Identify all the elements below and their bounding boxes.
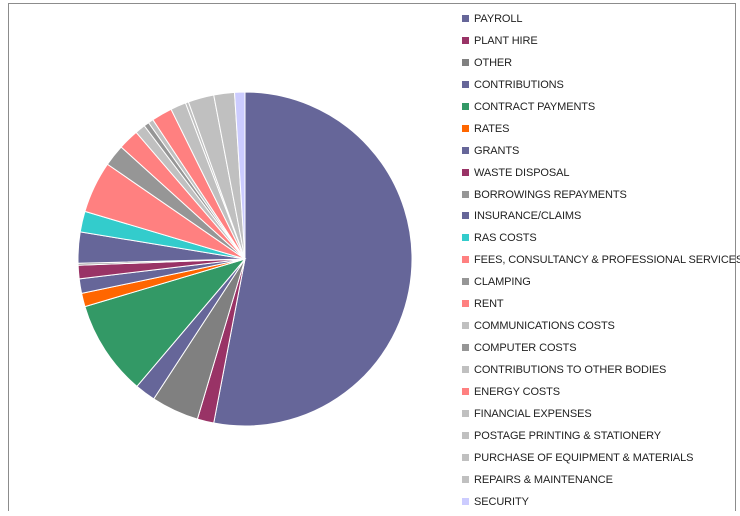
legend-swatch bbox=[462, 387, 469, 395]
legend-swatch bbox=[462, 212, 469, 220]
legend-swatch bbox=[462, 278, 469, 286]
legend-item-waste-disposal: WASTE DISPOSAL bbox=[462, 165, 737, 187]
legend-swatch bbox=[462, 431, 469, 439]
legend-swatch bbox=[462, 453, 469, 461]
legend-swatch bbox=[462, 80, 469, 88]
legend-label: CONTRACT PAYMENTS bbox=[474, 100, 596, 113]
legend-label: PURCHASE OF EQUIPMENT & MATERIALS bbox=[474, 451, 694, 464]
legend-item-repairs-maintenance: REPAIRS & MAINTENANCE bbox=[462, 472, 737, 494]
legend-item-clamping: CLAMPING bbox=[462, 274, 737, 296]
legend-label: CONTRIBUTIONS bbox=[474, 78, 564, 91]
legend-item-communications-costs: COMMUNICATIONS COSTS bbox=[462, 318, 737, 340]
legend-label: COMPUTER COSTS bbox=[474, 342, 577, 355]
legend-item-security: SECURITY bbox=[462, 494, 737, 516]
legend-item-contributions: CONTRIBUTIONS bbox=[462, 77, 737, 99]
legend-item-contract-payments: CONTRACT PAYMENTS bbox=[462, 99, 737, 121]
legend-swatch bbox=[462, 300, 469, 308]
legend-label: FINANCIAL EXPENSES bbox=[474, 407, 592, 420]
pie-slice-contract-payments bbox=[84, 258, 247, 388]
legend-swatch bbox=[462, 409, 469, 417]
legend-label: BORROWINGS REPAYMENTS bbox=[474, 188, 627, 201]
legend-swatch bbox=[462, 36, 469, 44]
legend-label: CONTRIBUTIONS TO OTHER BODIES bbox=[474, 364, 667, 376]
legend-swatch bbox=[462, 168, 469, 176]
legend-label: POSTAGE PRINTING & STATIONERY bbox=[474, 429, 661, 442]
legend-swatch bbox=[462, 497, 469, 505]
legend-item-grants: GRANTS bbox=[462, 143, 737, 165]
legend-label: ENERGY COSTS bbox=[474, 385, 561, 398]
legend-swatch bbox=[462, 344, 469, 352]
legend-item-fees-consultancy-professional-services: FEES, CONSULTANCY & PROFESSIONAL SERVICE… bbox=[462, 252, 740, 274]
legend-swatch bbox=[462, 322, 469, 330]
legend-swatch bbox=[462, 234, 469, 242]
legend-item-computer-costs: COMPUTER COSTS bbox=[462, 340, 737, 362]
chart-legend: PAYROLL PLANT HIRE OTHER CONTRIBUTIONS CONTR… bbox=[462, 11, 740, 516]
pie-slice-payroll bbox=[213, 91, 413, 427]
legend-item-payroll: PAYROLL bbox=[462, 11, 737, 33]
legend-label: REPAIRS & MAINTENANCE bbox=[474, 473, 613, 486]
legend-item-postage-printing-stationery: POSTAGE PRINTING & STATIONERY bbox=[462, 428, 737, 450]
legend-swatch bbox=[462, 102, 469, 110]
legend-item-financial-expenses: FINANCIAL EXPENSES bbox=[462, 406, 737, 428]
legend-label: FEES, CONSULTANCY & PROFESSIONAL SERVICE… bbox=[474, 254, 740, 267]
legend-label: WASTE DISPOSAL bbox=[474, 166, 570, 179]
legend-label: RATES bbox=[474, 122, 510, 135]
legend-swatch bbox=[462, 146, 469, 154]
legend-item-borrowings-repayments: BORROWINGS REPAYMENTS bbox=[462, 187, 737, 209]
legend-swatch bbox=[462, 256, 469, 264]
legend-swatch bbox=[462, 366, 469, 373]
legend-item-purchase-of-equipment-materials: PURCHASE OF EQUIPMENT & MATERIALS bbox=[462, 450, 737, 472]
legend-item-contributions-to-other-bodies: CONTRIBUTIONS TO OTHER BODIES bbox=[462, 362, 737, 384]
legend-swatch bbox=[462, 58, 469, 66]
legend-label: CLAMPING bbox=[474, 276, 531, 289]
legend-item-other: OTHER bbox=[462, 55, 737, 77]
legend-swatch bbox=[462, 190, 469, 198]
legend-label: SECURITY bbox=[474, 495, 529, 508]
legend-label: RAS COSTS bbox=[474, 232, 537, 245]
legend-label: COMMUNICATIONS COSTS bbox=[474, 320, 615, 333]
legend-item-plant-hire: PLANT HIRE bbox=[462, 33, 737, 55]
legend-swatch bbox=[462, 124, 469, 132]
legend-item-energy-costs: ENERGY COSTS bbox=[462, 384, 737, 406]
legend-label: RENT bbox=[474, 298, 504, 311]
legend-item-insurance-claims: INSURANCE/CLAIMS bbox=[462, 208, 737, 230]
legend-label: GRANTS bbox=[474, 144, 520, 157]
pie-slice-security bbox=[233, 91, 246, 260]
legend-item-rent: RENT bbox=[462, 296, 737, 318]
legend-label: INSURANCE/CLAIMS bbox=[474, 210, 582, 223]
legend-label: PAYROLL bbox=[474, 13, 523, 25]
legend-swatch bbox=[462, 15, 469, 22]
legend-label: OTHER bbox=[474, 56, 513, 69]
legend-item-rates: RATES bbox=[462, 121, 737, 143]
legend-item-ras-costs: RAS COSTS bbox=[462, 230, 737, 252]
legend-label: PLANT HIRE bbox=[474, 34, 538, 47]
legend-swatch bbox=[462, 475, 469, 483]
pie-slices bbox=[77, 91, 413, 427]
